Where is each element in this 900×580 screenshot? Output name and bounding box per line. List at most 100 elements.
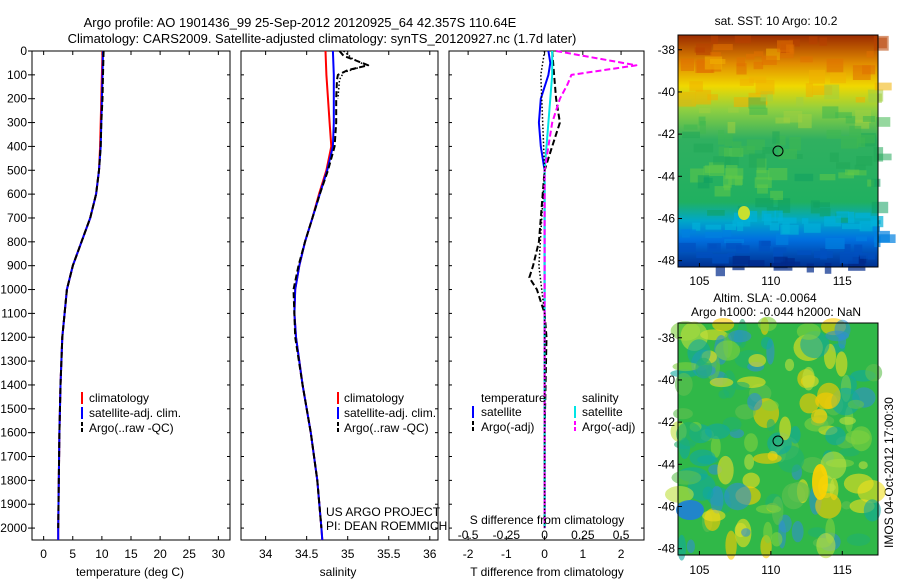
map-y-tick-label: -40 <box>658 373 676 387</box>
sst-texture-cell <box>772 131 780 144</box>
map-x-tick-label: 115 <box>833 274 852 288</box>
sst-texture-cell <box>761 55 777 65</box>
credit-pi: PI: DEAN ROEMMICH <box>326 519 447 533</box>
depth-tick-label: 1600 <box>0 426 27 440</box>
sla-texture-cell <box>802 366 815 391</box>
depth-tick-label: 1700 <box>0 450 27 464</box>
x-tick-label: 36 <box>423 547 437 561</box>
sla-texture-cell <box>717 455 734 485</box>
sst-texture-cell <box>679 242 696 252</box>
sst-texture-cell <box>867 89 884 102</box>
sst-texture-cell <box>874 236 881 248</box>
legend-label-satellite: satellite-adj. clim. <box>344 406 436 420</box>
depth-tick-label: 1300 <box>0 354 27 368</box>
sla-texture-cell <box>665 486 694 503</box>
figure-title-line-2: Climatology: CARS2009. Satellite-adjuste… <box>68 31 577 46</box>
sst-texture-cell <box>829 152 839 162</box>
depth-tick-label: 800 <box>7 235 27 249</box>
sst-texture-cell <box>773 247 787 253</box>
sst-texture-cell <box>854 119 870 129</box>
sst-texture-cell <box>825 238 845 249</box>
sla-map-frame <box>677 322 879 556</box>
legend-label-climatology: climatology <box>344 391 404 405</box>
x-tick-label: 1 <box>579 547 586 561</box>
map-y-tick-label: -48 <box>658 254 676 268</box>
sst-texture-cell <box>757 184 768 194</box>
sst-texture-cell <box>824 216 841 227</box>
temperature-plot: 0 5 10 15 20 25 30 <box>32 50 230 561</box>
series-line-temperature-2 <box>57 50 105 529</box>
x-tick-label: 25 <box>183 547 197 561</box>
sst-texture-cell <box>862 116 876 122</box>
sla-texture-cell <box>742 472 760 489</box>
legend-label-t-argo: Argo(-adj) <box>481 420 534 434</box>
temperature-legend: climatology satellite-adj. clim. Argo(..… <box>81 391 181 435</box>
sst-texture-cell <box>858 134 875 144</box>
sla-texture-cell <box>784 358 795 372</box>
legend-label-t-satellite: satellite <box>481 405 522 419</box>
sst-texture-cell <box>756 170 770 180</box>
sst-texture-cell <box>819 208 831 217</box>
sla-texture-cell <box>715 340 741 361</box>
sst-texture-cell <box>806 263 814 273</box>
sst-texture-cell <box>723 175 732 188</box>
sla-texture-cell <box>676 422 702 447</box>
sst-texture-cell <box>866 51 874 58</box>
sst-texture-cell <box>707 94 718 101</box>
map-y-tick-label: -38 <box>658 331 676 345</box>
sst-texture-cell <box>683 124 698 130</box>
sla-texture-cell <box>845 430 870 445</box>
depth-tick-label: 1200 <box>0 330 27 344</box>
sla-texture-cell <box>709 377 734 388</box>
sst-texture-cell <box>725 156 739 166</box>
sla-texture-cell <box>704 423 731 440</box>
sst-texture-cell <box>694 47 705 53</box>
sst-texture-cell <box>689 81 703 92</box>
sla-texture-cell <box>799 393 819 414</box>
sst-texture-cell <box>746 53 755 60</box>
sla-texture-cell <box>771 532 783 547</box>
map-axes: 105 110 115 -38 -40 -42 -44 -46 -48 105 110 115 -38 -… <box>658 43 853 577</box>
sst-texture-cell <box>867 179 875 187</box>
sst-texture-cell <box>874 82 892 91</box>
sst-texture-cell <box>770 190 783 200</box>
sst-texture-cell <box>736 245 750 254</box>
sst-texture-cell <box>842 223 862 230</box>
sst-texture-cell <box>826 58 844 73</box>
sla-texture-cell <box>725 530 737 560</box>
legend-label-s-satellite: satellite <box>582 405 623 419</box>
x-tick-label: 0 <box>541 547 548 561</box>
sst-texture-cell <box>814 251 833 258</box>
sla-texture-cell <box>825 426 846 446</box>
depth-tick-label: 1100 <box>1 306 27 320</box>
sla-texture-cell <box>779 416 791 441</box>
sst-texture-cell <box>707 210 725 216</box>
sla-texture-cell <box>753 453 782 464</box>
sla-texture-cell <box>676 500 704 520</box>
sst-texture-cell <box>724 133 733 147</box>
legend-label-argo: Argo(..raw -QC) <box>344 421 429 435</box>
sst-texture-cell <box>678 91 696 107</box>
x-tick-label: 2 <box>618 547 625 561</box>
sst-texture-cell <box>854 164 866 175</box>
sst-texture-cell <box>713 44 733 51</box>
x-tick-label: -2 <box>463 547 474 561</box>
temperature-axis-label: temperature (deg C) <box>76 565 184 579</box>
sst-texture-cell <box>760 91 773 102</box>
sst-texture-cell <box>839 252 859 264</box>
sst-texture-cell <box>775 233 789 245</box>
salinity-panel-frame <box>240 50 439 541</box>
legend-label-argo: Argo(..raw -QC) <box>89 421 174 435</box>
sst-texture-cell <box>841 136 859 149</box>
sla-texture-cell <box>741 528 751 537</box>
sst-texture-cell <box>696 252 713 258</box>
sst-texture-cell <box>872 226 880 232</box>
sla-texture-cell <box>710 435 721 458</box>
sla-texture-cell <box>763 521 773 544</box>
salinity-axis-label: salinity <box>320 565 357 579</box>
map-y-tick-label: -44 <box>658 169 676 183</box>
sst-texture-cell <box>805 83 813 97</box>
sla-texture-cell <box>817 382 841 409</box>
sst-texture-cell <box>736 63 747 75</box>
sst-texture-cell <box>778 148 797 160</box>
